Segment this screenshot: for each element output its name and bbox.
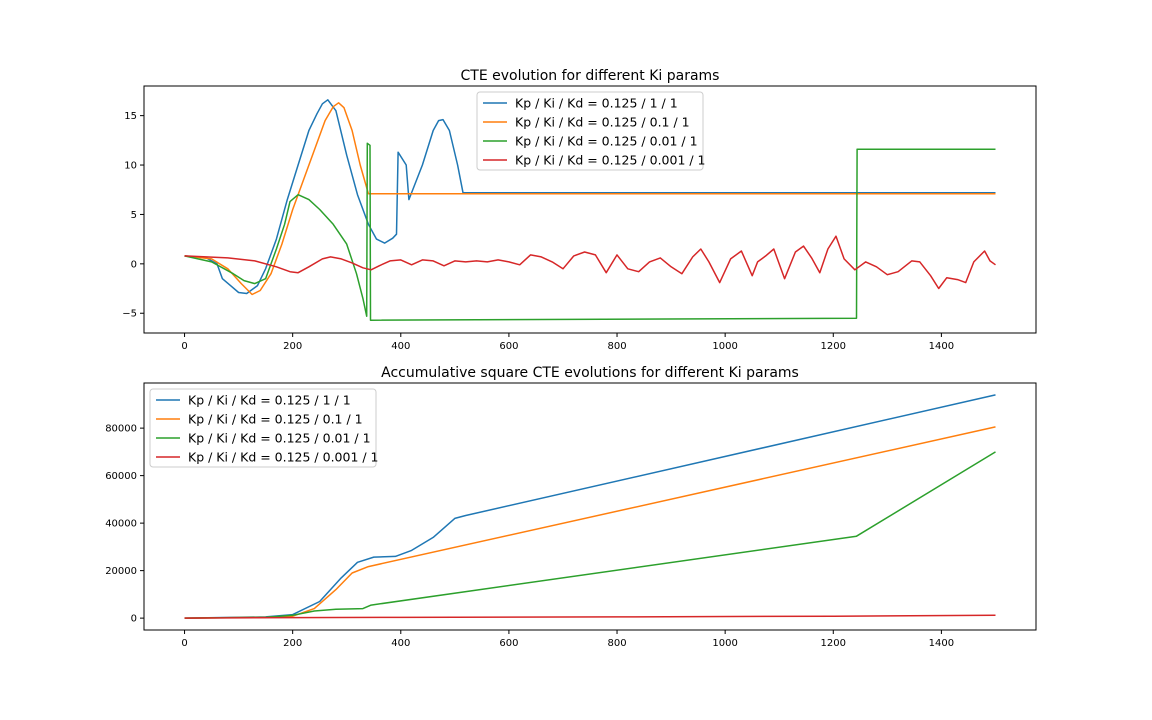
y-tick-label: 20000 — [105, 566, 137, 577]
x-tick-label: 1000 — [712, 341, 737, 352]
y-tick-label: 15 — [124, 111, 137, 122]
x-tick-label: 200 — [283, 638, 302, 649]
cte-chart: CTE evolution for different Ki params 0 2… — [122, 68, 1037, 352]
plot-frame — [143, 85, 1037, 334]
y-tick-label: 0 — [131, 259, 137, 270]
x-axis: 0 200 400 600 800 1000 1200 1400 — [181, 630, 954, 649]
x-axis: 0 200 400 600 800 1000 1200 1400 — [181, 333, 954, 352]
x-tick-label: 1200 — [821, 638, 846, 649]
series-lines — [184, 394, 996, 619]
x-tick-label: 0 — [181, 638, 187, 649]
series-lines — [184, 99, 996, 321]
y-tick-label: 0 — [131, 614, 137, 625]
legend-label-3: Kp / Ki / Kd = 0.125 / 0.01 / 1 — [515, 134, 698, 149]
y-tick-label: 40000 — [105, 519, 137, 530]
chart-title: CTE evolution for different Ki params — [461, 68, 720, 84]
accumulative-chart: Accumulative square CTE evolutions for d… — [105, 365, 1037, 649]
legend: Kp / Ki / Kd = 0.125 / 1 / 1 Kp / Ki / Kd… — [149, 388, 379, 468]
x-tick-label: 200 — [283, 341, 302, 352]
x-tick-label: 1400 — [929, 638, 954, 649]
x-tick-label: 800 — [607, 341, 626, 352]
x-tick-label: 1200 — [821, 341, 846, 352]
series-line-2 — [184, 102, 996, 296]
plot-frame — [143, 382, 1037, 631]
series-line-1 — [184, 99, 996, 295]
y-tick-label: −5 — [122, 309, 137, 320]
y-axis: −5 0 5 10 15 — [122, 111, 144, 320]
legend-label-4: Kp / Ki / Kd = 0.125 / 0.001 / 1 — [515, 153, 706, 168]
legend-label-3: Kp / Ki / Kd = 0.125 / 0.01 / 1 — [188, 431, 371, 446]
y-tick-label: 5 — [131, 210, 137, 221]
x-tick-label: 400 — [391, 341, 410, 352]
legend-label-1: Kp / Ki / Kd = 0.125 / 1 / 1 — [188, 393, 351, 408]
legend-label-1: Kp / Ki / Kd = 0.125 / 1 / 1 — [515, 96, 678, 111]
chart-title: Accumulative square CTE evolutions for d… — [381, 365, 799, 381]
legend-label-4: Kp / Ki / Kd = 0.125 / 0.001 / 1 — [188, 450, 379, 465]
legend-box — [476, 91, 704, 171]
x-tick-label: 800 — [607, 638, 626, 649]
series-line-4 — [184, 614, 996, 619]
series-line-3 — [184, 451, 996, 619]
x-tick-label: 600 — [499, 638, 518, 649]
series-line-4 — [184, 235, 996, 290]
legend-label-2: Kp / Ki / Kd = 0.125 / 0.1 / 1 — [188, 412, 363, 427]
series-line-3 — [184, 142, 996, 321]
legend: Kp / Ki / Kd = 0.125 / 1 / 1 Kp / Ki / Kd… — [476, 91, 706, 171]
y-tick-label: 10 — [124, 161, 137, 172]
x-tick-label: 1400 — [929, 341, 954, 352]
y-tick-label: 80000 — [105, 424, 137, 435]
x-tick-label: 0 — [181, 341, 187, 352]
y-axis: 0 20000 40000 60000 80000 — [105, 424, 144, 625]
legend-label-2: Kp / Ki / Kd = 0.125 / 0.1 / 1 — [515, 115, 690, 130]
x-tick-label: 400 — [391, 638, 410, 649]
x-tick-label: 1000 — [712, 638, 737, 649]
x-tick-label: 600 — [499, 341, 518, 352]
legend-box — [149, 388, 377, 468]
y-tick-label: 60000 — [105, 471, 137, 482]
